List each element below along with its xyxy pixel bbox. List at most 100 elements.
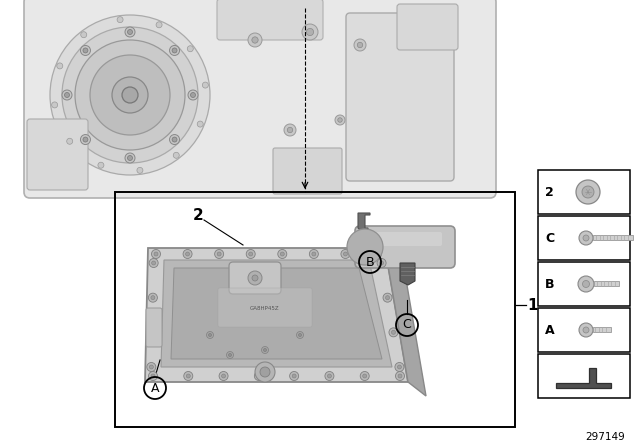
Circle shape [83,48,88,53]
FancyBboxPatch shape [218,288,312,327]
Circle shape [380,261,383,265]
Circle shape [325,371,334,380]
Circle shape [75,40,185,150]
Circle shape [257,374,261,378]
Circle shape [396,371,404,380]
Circle shape [385,296,390,300]
Circle shape [67,138,73,144]
Text: 297149: 297149 [585,432,625,442]
Circle shape [298,333,301,336]
FancyBboxPatch shape [363,232,442,246]
Circle shape [383,293,392,302]
Circle shape [172,48,177,53]
Circle shape [148,371,157,380]
Circle shape [398,374,402,378]
Circle shape [221,374,225,378]
Circle shape [228,353,232,357]
Circle shape [83,137,88,142]
Bar [593,327,611,332]
Circle shape [186,252,189,256]
Circle shape [152,250,161,258]
Circle shape [335,115,345,125]
Circle shape [117,17,123,23]
Circle shape [302,24,318,40]
Circle shape [62,27,198,163]
Text: A: A [151,382,159,395]
Circle shape [122,87,138,103]
Circle shape [309,250,318,258]
Circle shape [209,333,211,336]
Text: 2: 2 [193,207,204,223]
Circle shape [254,371,263,380]
Circle shape [290,371,299,380]
Circle shape [148,328,157,337]
Circle shape [151,296,155,300]
Circle shape [249,252,253,256]
Bar [594,281,619,287]
Polygon shape [358,213,370,233]
Circle shape [191,92,195,98]
Circle shape [156,22,162,28]
Bar [538,354,630,398]
Circle shape [173,152,179,158]
Circle shape [197,121,204,127]
FancyBboxPatch shape [146,308,162,347]
Circle shape [292,374,296,378]
Circle shape [397,365,401,369]
Bar [538,308,630,352]
Circle shape [219,371,228,380]
Circle shape [202,82,209,88]
Bar [538,170,630,214]
Circle shape [578,276,594,292]
Circle shape [147,362,156,371]
Circle shape [170,45,180,56]
Circle shape [127,155,132,160]
Bar [538,262,630,306]
Circle shape [312,252,316,256]
Circle shape [296,332,303,339]
Polygon shape [145,248,408,382]
Circle shape [363,374,367,378]
Circle shape [328,374,332,378]
Circle shape [576,180,600,204]
Circle shape [278,250,287,258]
Circle shape [583,327,589,333]
Circle shape [252,275,258,281]
Circle shape [583,235,589,241]
FancyBboxPatch shape [346,13,454,181]
Circle shape [149,365,154,369]
Circle shape [284,124,296,136]
Circle shape [172,137,177,142]
Circle shape [582,280,589,288]
Circle shape [183,250,192,258]
Circle shape [338,118,342,122]
Circle shape [152,261,156,265]
Circle shape [148,293,157,302]
FancyBboxPatch shape [273,148,342,194]
Circle shape [262,346,269,353]
Circle shape [98,162,104,168]
Circle shape [154,252,158,256]
Bar [115,192,515,427]
Circle shape [186,374,190,378]
Circle shape [579,231,593,245]
Circle shape [248,33,262,47]
Text: B: B [365,255,374,268]
Circle shape [50,15,210,175]
Circle shape [344,252,348,256]
Text: C: C [545,232,554,245]
FancyBboxPatch shape [355,226,455,268]
FancyBboxPatch shape [217,0,323,40]
Circle shape [357,42,363,47]
Circle shape [81,32,87,38]
Circle shape [149,258,158,267]
Polygon shape [556,368,611,388]
Circle shape [579,323,593,337]
Circle shape [214,250,223,258]
Text: GA8HP45Z: GA8HP45Z [250,306,280,310]
Circle shape [184,371,193,380]
Circle shape [287,127,292,133]
Circle shape [360,371,369,380]
Circle shape [375,252,379,256]
Circle shape [582,186,594,198]
